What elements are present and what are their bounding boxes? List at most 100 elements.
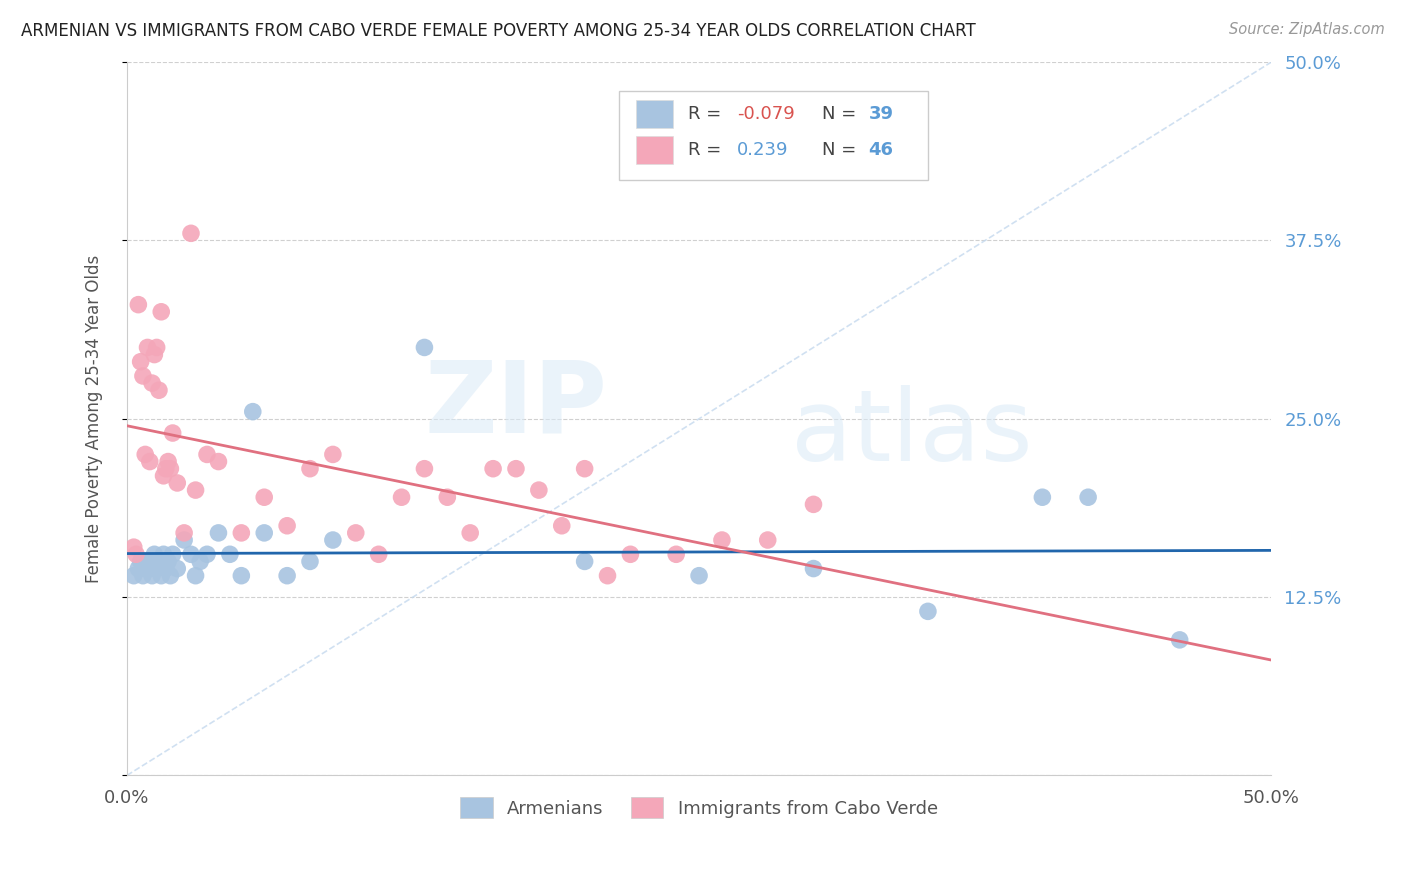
- Point: [136, 341, 159, 355]
- Point: [162, 547, 184, 561]
- Point: [122, 540, 145, 554]
- Text: 39: 39: [869, 105, 893, 123]
- Text: -0.079: -0.079: [737, 105, 794, 123]
- Point: [803, 497, 825, 511]
- Point: [619, 547, 641, 561]
- Point: [482, 461, 505, 475]
- Point: [665, 547, 688, 561]
- Point: [391, 490, 413, 504]
- Point: [129, 355, 152, 369]
- Text: Source: ZipAtlas.com: Source: ZipAtlas.com: [1229, 22, 1385, 37]
- Point: [148, 554, 170, 568]
- Point: [413, 461, 436, 475]
- Text: N =: N =: [821, 141, 862, 159]
- Point: [756, 533, 779, 547]
- FancyBboxPatch shape: [636, 100, 672, 128]
- Point: [322, 447, 344, 461]
- Text: ZIP: ZIP: [425, 356, 607, 453]
- Point: [136, 554, 159, 568]
- Text: atlas: atlas: [790, 384, 1032, 482]
- Point: [253, 525, 276, 540]
- Point: [141, 376, 163, 390]
- Point: [159, 461, 181, 475]
- FancyBboxPatch shape: [619, 91, 928, 180]
- Point: [145, 561, 167, 575]
- Point: [242, 404, 264, 418]
- Point: [574, 554, 596, 568]
- Point: [276, 568, 298, 582]
- Point: [150, 568, 173, 582]
- FancyBboxPatch shape: [636, 136, 672, 164]
- Point: [231, 568, 253, 582]
- Point: [1168, 632, 1191, 647]
- Point: [574, 461, 596, 475]
- Point: [127, 298, 149, 312]
- Point: [1077, 490, 1099, 504]
- Point: [145, 341, 167, 355]
- Text: 0.239: 0.239: [737, 141, 789, 159]
- Point: [129, 554, 152, 568]
- Legend: Armenians, Immigrants from Cabo Verde: Armenians, Immigrants from Cabo Verde: [453, 790, 945, 825]
- Point: [125, 547, 148, 561]
- Point: [143, 547, 166, 561]
- Point: [527, 483, 550, 497]
- Y-axis label: Female Poverty Among 25-34 Year Olds: Female Poverty Among 25-34 Year Olds: [86, 254, 103, 582]
- Point: [436, 490, 458, 504]
- Point: [551, 518, 574, 533]
- Point: [180, 227, 202, 241]
- Point: [231, 525, 253, 540]
- Point: [253, 490, 276, 504]
- Point: [367, 547, 389, 561]
- Point: [132, 568, 155, 582]
- Point: [162, 425, 184, 440]
- Text: R =: R =: [688, 105, 727, 123]
- Point: [155, 461, 177, 475]
- Point: [917, 604, 939, 618]
- Point: [195, 447, 218, 461]
- Text: N =: N =: [821, 105, 862, 123]
- Point: [207, 525, 229, 540]
- Point: [141, 568, 163, 582]
- Point: [159, 568, 181, 582]
- Point: [276, 518, 298, 533]
- Point: [298, 554, 321, 568]
- Point: [152, 468, 174, 483]
- Point: [184, 483, 207, 497]
- Point: [505, 461, 527, 475]
- Point: [219, 547, 242, 561]
- Point: [127, 561, 149, 575]
- Text: ARMENIAN VS IMMIGRANTS FROM CABO VERDE FEMALE POVERTY AMONG 25-34 YEAR OLDS CORR: ARMENIAN VS IMMIGRANTS FROM CABO VERDE F…: [21, 22, 976, 40]
- Point: [173, 533, 195, 547]
- Point: [322, 533, 344, 547]
- Point: [166, 561, 188, 575]
- Point: [150, 305, 173, 319]
- Point: [132, 368, 155, 383]
- Point: [596, 568, 619, 582]
- Text: R =: R =: [688, 141, 727, 159]
- Point: [344, 525, 367, 540]
- Point: [139, 561, 162, 575]
- Point: [688, 568, 710, 582]
- Point: [134, 447, 156, 461]
- Point: [413, 341, 436, 355]
- Point: [803, 561, 825, 575]
- Point: [207, 454, 229, 468]
- Point: [139, 454, 162, 468]
- Point: [195, 547, 218, 561]
- Point: [148, 383, 170, 397]
- Point: [184, 568, 207, 582]
- Point: [188, 554, 211, 568]
- Point: [152, 547, 174, 561]
- Point: [166, 475, 188, 490]
- Point: [173, 525, 195, 540]
- Point: [710, 533, 733, 547]
- Point: [157, 554, 180, 568]
- Text: 46: 46: [869, 141, 893, 159]
- Point: [298, 461, 321, 475]
- Point: [157, 454, 180, 468]
- Point: [458, 525, 481, 540]
- Point: [180, 547, 202, 561]
- Point: [155, 561, 177, 575]
- Point: [122, 568, 145, 582]
- Point: [134, 561, 156, 575]
